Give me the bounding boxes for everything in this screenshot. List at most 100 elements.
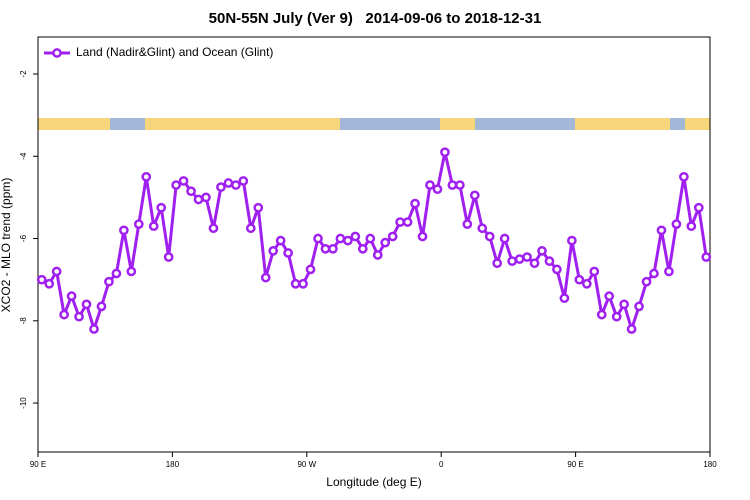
data-point <box>148 221 159 232</box>
data-point <box>141 171 152 182</box>
plot-frame <box>37 36 711 453</box>
data-point <box>529 258 540 269</box>
x-tick-label: 180 <box>703 460 717 469</box>
data-point <box>275 235 286 246</box>
data-point <box>514 254 525 264</box>
data-point <box>619 299 629 310</box>
data-point <box>44 278 55 289</box>
data-point <box>395 217 405 227</box>
data-point <box>216 182 226 192</box>
y-tick-label: -6 <box>19 234 28 242</box>
data-point <box>178 176 189 186</box>
data-point <box>432 184 443 195</box>
data-point <box>477 223 488 234</box>
x-tick-label: 90 W <box>297 460 316 469</box>
data-point <box>208 223 219 234</box>
data-point <box>313 233 323 244</box>
data-point <box>186 186 196 197</box>
data-point <box>111 268 122 279</box>
data-point <box>193 194 204 205</box>
data-point <box>649 268 659 279</box>
data-point <box>59 309 69 320</box>
chart-title: 50N-55N July (Ver 9) 2014-09-06 to 2018-… <box>209 10 542 27</box>
data-point <box>163 252 174 262</box>
land-band <box>145 118 340 130</box>
data-point <box>171 180 181 190</box>
data-point <box>66 291 77 301</box>
data-point <box>589 266 600 277</box>
data-point <box>96 301 107 312</box>
data-point <box>402 217 413 227</box>
data-point <box>156 202 167 213</box>
x-tick-label: 180 <box>166 460 180 469</box>
data-point <box>51 266 62 277</box>
legend-marker <box>52 48 62 58</box>
data-point <box>335 233 346 244</box>
data-point <box>372 250 383 260</box>
legend-label: Land (Nadir&Glint) and Ocean (Glint) <box>76 45 273 59</box>
data-point <box>522 252 532 262</box>
data-point <box>119 225 129 236</box>
x-axis-label: Longitude (deg E) <box>326 475 421 489</box>
data-point <box>81 299 92 310</box>
land-ocean-band <box>38 118 710 130</box>
data-point <box>656 225 667 236</box>
data-point <box>469 190 480 201</box>
data-point <box>74 311 84 322</box>
data-point <box>89 324 99 334</box>
data-point <box>611 311 622 322</box>
data-point <box>626 324 637 334</box>
data-point <box>492 258 503 269</box>
data-point <box>581 278 592 289</box>
x-tick-label: 90 E <box>567 460 583 469</box>
data-point <box>425 180 435 190</box>
data-point <box>133 219 144 229</box>
data-point <box>559 293 570 304</box>
data-point <box>268 246 279 256</box>
y-axis-label: XCO2 - MLO trend (ppm) <box>0 178 13 313</box>
data-point <box>462 219 473 229</box>
y-tick-label: -2 <box>19 70 28 78</box>
data-point <box>671 219 682 229</box>
x-tick-label: 0 <box>439 460 444 469</box>
data-point <box>447 180 458 190</box>
data-point <box>455 180 465 190</box>
data-point <box>410 198 420 209</box>
data-point <box>320 243 331 254</box>
y-tick-label: -8 <box>19 317 28 325</box>
data-point <box>298 278 308 289</box>
data-point <box>290 278 301 289</box>
data-point <box>596 309 607 320</box>
data-point <box>634 301 644 312</box>
data-point <box>686 221 697 232</box>
data-point <box>201 192 211 203</box>
data-point <box>350 231 361 242</box>
data-point <box>231 180 241 190</box>
data-point <box>417 231 428 242</box>
data-point <box>552 264 562 275</box>
data-point <box>328 243 338 254</box>
land-band <box>38 118 110 130</box>
y-tick-label: -10 <box>19 397 28 409</box>
data-point <box>604 291 615 301</box>
land-band <box>685 118 710 130</box>
data-point <box>245 223 256 234</box>
data-point <box>238 176 249 186</box>
data-point <box>104 276 114 287</box>
data-point <box>365 233 376 244</box>
data-point <box>223 178 234 188</box>
data-point <box>126 266 137 277</box>
data-point <box>567 235 577 246</box>
land-band <box>575 118 670 130</box>
data-point <box>499 233 510 244</box>
data-point <box>701 252 712 262</box>
data-point <box>544 256 555 267</box>
data-point <box>537 246 547 256</box>
data-point <box>574 274 585 285</box>
data-point <box>305 264 316 275</box>
series-line <box>41 150 708 331</box>
data-point <box>343 235 353 246</box>
data-point <box>253 202 264 213</box>
data-point <box>507 256 517 267</box>
